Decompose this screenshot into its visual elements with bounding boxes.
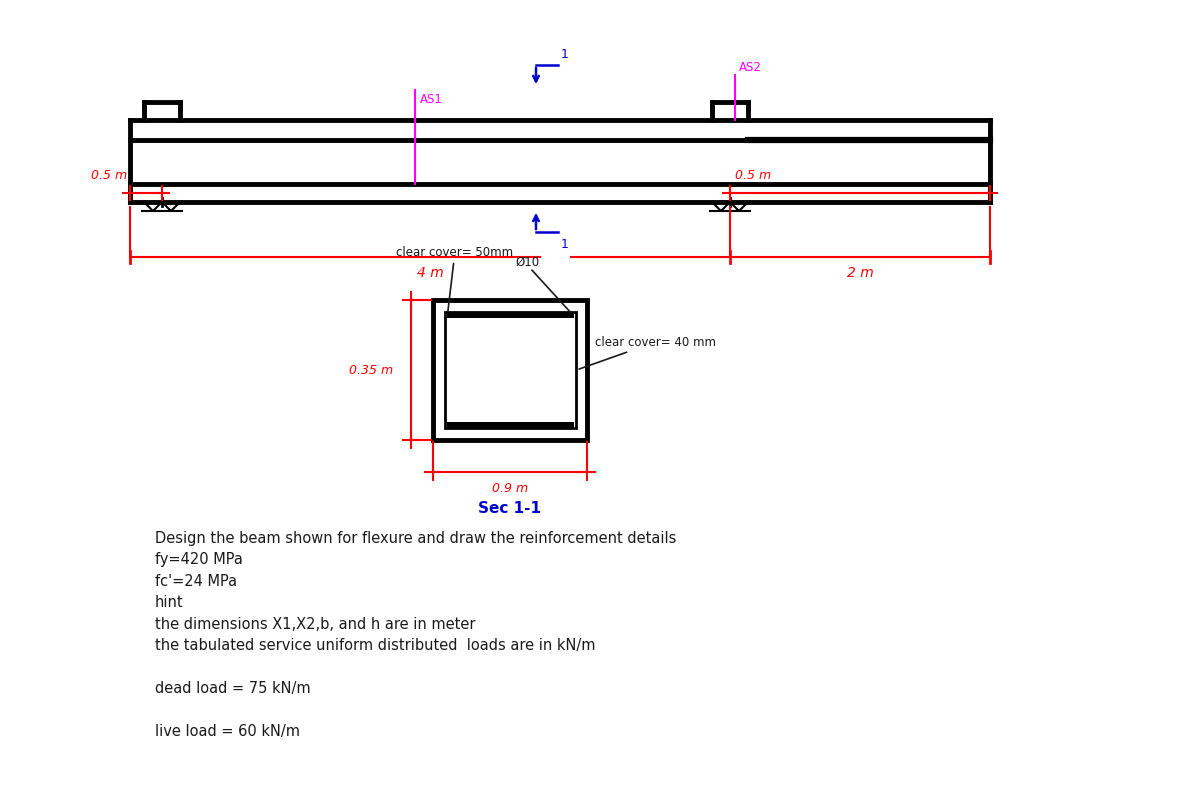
Text: 2 m: 2 m — [846, 265, 873, 280]
Text: 0.5 m: 0.5 m — [735, 168, 771, 182]
Bar — [444, 312, 576, 429]
Bar — [447, 423, 573, 428]
Bar — [447, 313, 573, 318]
Text: fy=420 MPa: fy=420 MPa — [155, 552, 242, 567]
Text: dead load = 75 kN/m: dead load = 75 kN/m — [155, 681, 311, 695]
Text: 0.35 m: 0.35 m — [349, 364, 392, 377]
Text: clear cover= 50mm: clear cover= 50mm — [396, 245, 513, 312]
Text: Design the beam shown for flexure and draw the reinforcement details: Design the beam shown for flexure and dr… — [155, 530, 676, 545]
Text: Ø10: Ø10 — [515, 256, 539, 269]
Text: 1: 1 — [561, 48, 569, 61]
Text: live load = 60 kN/m: live load = 60 kN/m — [155, 723, 300, 739]
Text: 0.5 m: 0.5 m — [91, 168, 128, 182]
Text: clear cover= 40 mm: clear cover= 40 mm — [579, 336, 716, 370]
Text: the dimensions X1,X2,b, and h are in meter: the dimensions X1,X2,b, and h are in met… — [155, 616, 475, 631]
Text: fc'=24 MPa: fc'=24 MPa — [155, 573, 238, 588]
Text: 1: 1 — [561, 237, 569, 251]
Text: 4 m: 4 m — [416, 265, 443, 280]
Text: Sec 1-1: Sec 1-1 — [479, 500, 541, 516]
Text: AS1: AS1 — [420, 93, 443, 106]
Text: hint: hint — [155, 595, 183, 610]
Bar — [433, 301, 587, 440]
Text: the tabulated service uniform distributed  loads are in kN/m: the tabulated service uniform distribute… — [155, 638, 596, 653]
Text: 0.9 m: 0.9 m — [492, 481, 528, 494]
Text: AS2: AS2 — [739, 61, 762, 74]
